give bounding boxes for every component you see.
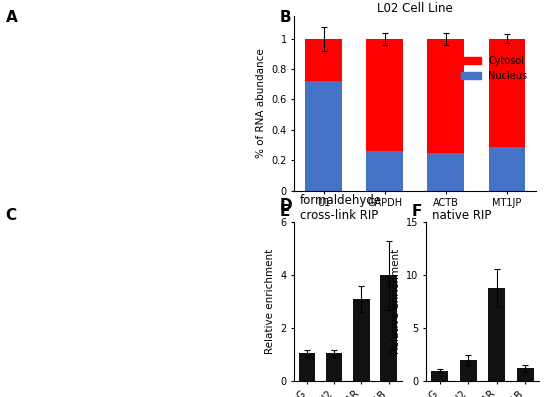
Text: B: B [279, 10, 291, 25]
Bar [488, 39, 525, 146]
Legend: Cytosol, Nucleus: Cytosol, Nucleus [457, 52, 531, 85]
Bar [305, 81, 342, 191]
Text: E: E [279, 204, 290, 220]
Bar [299, 353, 315, 381]
Text: F: F [411, 204, 422, 220]
Y-axis label: Relative enrichment: Relative enrichment [390, 249, 401, 355]
Bar [517, 368, 534, 381]
Bar [460, 360, 477, 381]
Bar [353, 299, 370, 381]
Bar [326, 353, 343, 381]
Bar [305, 39, 342, 81]
Y-axis label: Relative enrichment: Relative enrichment [265, 249, 275, 355]
Bar [427, 152, 464, 191]
Bar [488, 146, 525, 191]
Text: native RIP: native RIP [432, 209, 491, 222]
Text: D: D [279, 198, 292, 214]
Bar [381, 275, 397, 381]
Bar [431, 370, 448, 381]
Bar [488, 288, 505, 381]
Bar [427, 39, 464, 152]
Text: A: A [6, 10, 17, 25]
Title: L02 Cell Line: L02 Cell Line [377, 2, 453, 15]
Y-axis label: % of RNA abundance: % of RNA abundance [256, 48, 266, 158]
Text: formaldehyde
cross-link RIP: formaldehyde cross-link RIP [300, 194, 382, 222]
Bar [366, 39, 403, 151]
Bar [366, 151, 403, 191]
Text: C: C [6, 208, 16, 224]
